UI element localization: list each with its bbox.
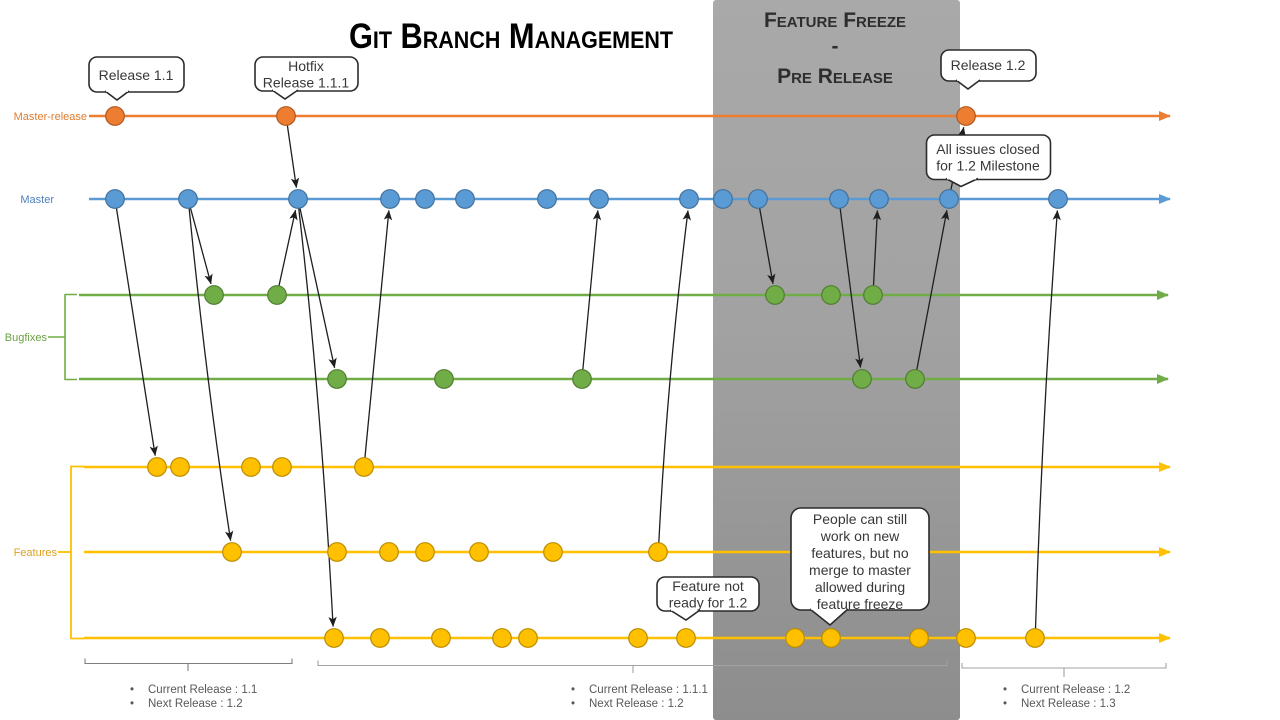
svg-text:Master-release: Master-release: [14, 111, 87, 123]
svg-text:Hotfix: Hotfix: [288, 58, 324, 74]
svg-text:work on new: work on new: [820, 528, 900, 544]
svg-text:Feature not: Feature not: [672, 578, 744, 594]
svg-text:Release 1.2: Release 1.2: [951, 57, 1026, 73]
svg-text:Current Release : 1.1: Current Release : 1.1: [148, 684, 257, 696]
svg-text:Next Release : 1.3: Next Release : 1.3: [1021, 698, 1116, 710]
svg-text:•: •: [1003, 698, 1007, 710]
svg-text:All issues closed: All issues closed: [936, 141, 1040, 157]
svg-text:Bugfixes: Bugfixes: [5, 332, 48, 344]
svg-text:feature freeze: feature freeze: [817, 596, 904, 612]
svg-text:Feature Freeze: Feature Freeze: [764, 9, 906, 32]
svg-text:•: •: [571, 698, 575, 710]
svg-text:merge to master: merge to master: [809, 562, 911, 578]
svg-text:ready for 1.2: ready for 1.2: [669, 595, 748, 611]
svg-text:Release 1.1.1: Release 1.1.1: [263, 75, 350, 91]
svg-text:Features: Features: [14, 547, 58, 559]
svg-text:Current Release : 1.2: Current Release : 1.2: [1021, 684, 1130, 696]
svg-text:Current Release : 1.1.1: Current Release : 1.1.1: [589, 684, 708, 696]
svg-text:•: •: [1003, 684, 1007, 696]
svg-text:Git Branch Management: Git Branch Management: [349, 16, 673, 55]
svg-text:Next Release : 1.2: Next Release : 1.2: [589, 698, 684, 710]
svg-text:•: •: [130, 684, 134, 696]
svg-text:People can still: People can still: [813, 511, 907, 527]
svg-text:-: -: [832, 35, 839, 58]
svg-text:features, but no: features, but no: [811, 545, 909, 561]
svg-text:allowed during: allowed during: [815, 579, 905, 595]
svg-text:Release 1.1: Release 1.1: [99, 67, 174, 83]
svg-text:for 1.2 Milestone: for 1.2 Milestone: [936, 158, 1040, 174]
svg-text:•: •: [571, 684, 575, 696]
svg-text:•: •: [130, 698, 134, 710]
svg-text:Pre Release: Pre Release: [777, 65, 893, 88]
svg-text:Master: Master: [20, 194, 54, 206]
svg-text:Next Release : 1.2: Next Release : 1.2: [148, 698, 243, 710]
